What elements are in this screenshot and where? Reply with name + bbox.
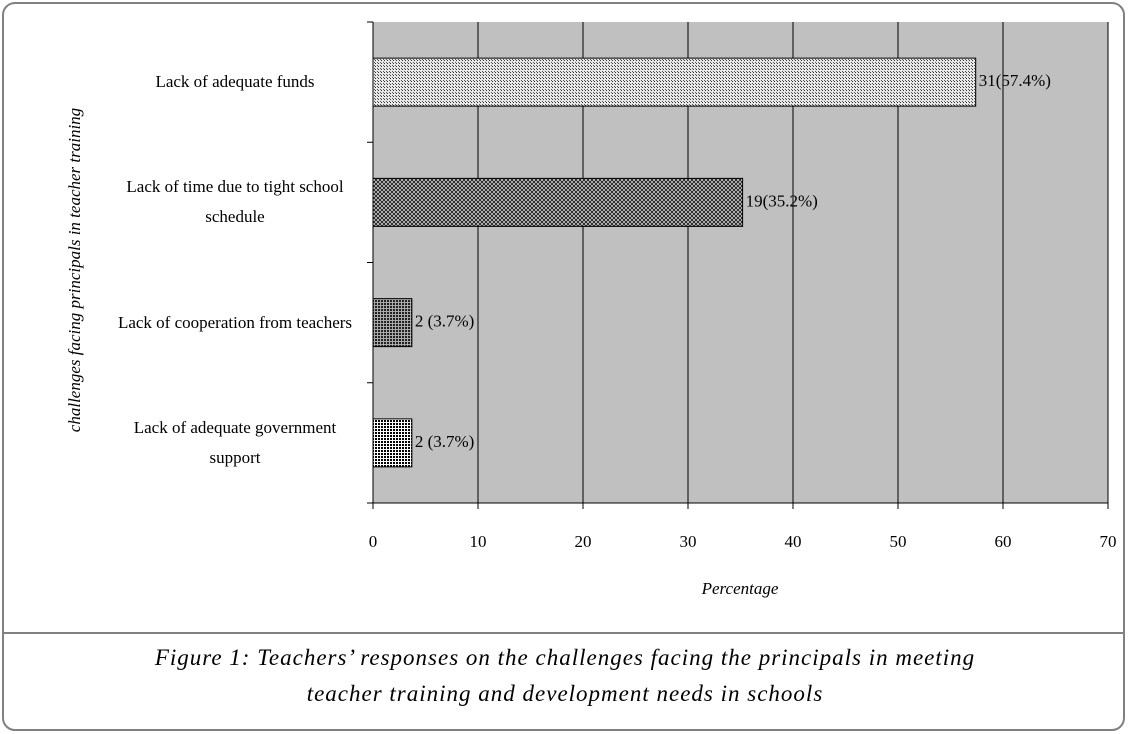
y-tick-label-box: Lack of cooperation from teachers <box>117 312 353 332</box>
data-label: 2 (3.7%) <box>415 312 474 331</box>
y-tick-label-box: Lack of adequate government support <box>133 417 337 467</box>
x-tick-label: 40 <box>785 532 802 551</box>
x-tick-label: 50 <box>890 532 907 551</box>
x-axis-title: Percentage <box>701 579 779 598</box>
data-label: 19(35.2%) <box>746 191 818 210</box>
y-axis-title: challenges facing principals in teacher … <box>65 107 84 433</box>
bar <box>372 418 413 468</box>
x-tick-label: 60 <box>995 532 1012 551</box>
y-tick-label-box: Lack of adequate funds <box>155 72 315 92</box>
y-tick-label: Lack of adequate government support <box>133 417 337 467</box>
x-tick-label: 0 <box>369 532 378 551</box>
data-label: 2 (3.7%) <box>415 432 474 451</box>
data-label: 31(57.4%) <box>979 71 1051 90</box>
x-tick-label: 30 <box>680 532 697 551</box>
x-tick-label: 20 <box>575 532 592 551</box>
bar <box>372 298 413 348</box>
y-tick-label: Lack of adequate funds <box>155 72 315 92</box>
x-tick-label: 70 <box>1100 532 1117 551</box>
y-tick-label: Lack of cooperation from teachers <box>117 312 353 332</box>
y-tick-label: Lack of time due to tight school schedul… <box>126 177 344 227</box>
y-tick-label-box: Lack of time due to tight school schedul… <box>126 177 344 227</box>
x-tick-label: 10 <box>470 532 487 551</box>
bar <box>372 57 977 107</box>
bar <box>372 177 744 227</box>
caption: Figure 1: Teachers’ responses on the cha… <box>154 645 976 706</box>
